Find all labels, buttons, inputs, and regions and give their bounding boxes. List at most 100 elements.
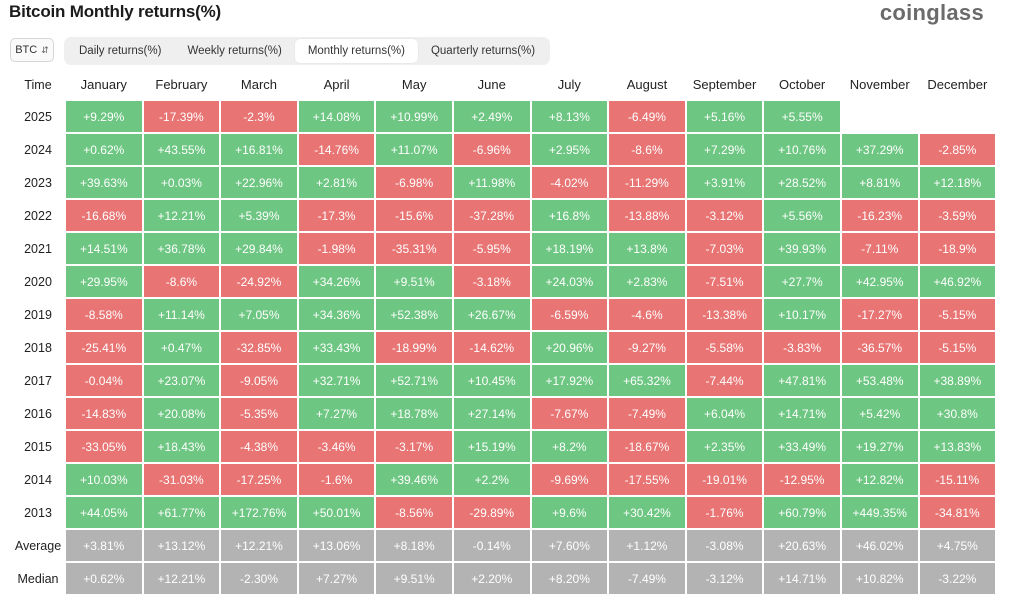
return-cell: -4.38% [221,431,297,462]
year-label: 2017 [12,365,64,396]
coin-select[interactable]: BTC ⇵ [10,38,54,62]
year-label: 2025 [12,101,64,132]
year-label: 2014 [12,464,64,495]
return-cell: +5.55% [764,101,840,132]
year-label: 2020 [12,266,64,297]
return-cell: +14.71% [764,398,840,429]
return-cell: +39.93% [764,233,840,264]
return-cell: -3.83% [764,332,840,363]
month-header: October [779,77,826,92]
return-cell: -33.05% [66,431,142,462]
return-cell: -7.44% [686,365,763,396]
stat-cell: -2.30% [221,563,297,594]
stat-cell: +14.71% [764,563,840,594]
month-header: September [692,77,757,92]
stat-cell: +1.12% [609,530,685,561]
return-cell: +17.92% [531,365,608,396]
return-cell: +19.27% [841,431,918,462]
return-cell: +18.43% [143,431,220,462]
return-cell: +2.35% [686,431,763,462]
return-cell: +11.14% [143,299,220,330]
return-cell: -17.39% [143,101,220,132]
empty-cell [919,101,996,132]
table-row: 2025 +9.29% -17.39% -2.3% +14.08% +10.99% +2.4… [12,101,996,132]
stat-cell: +10.82% [841,563,918,594]
return-cell: -7.11% [841,233,918,264]
table-row: 2015 -33.05% +18.43% -4.38% -3.46% -3.17% +15.… [12,431,996,462]
stat-cell: -7.49% [609,563,685,594]
stat-cell: +7.27% [298,563,375,594]
tab-daily-returns[interactable]: Daily returns(%) [79,45,162,57]
table-row: 2016 -14.83% +20.08% -5.35% +7.27% +18.78% +27… [12,398,996,429]
return-cell: -5.15% [919,332,996,363]
page-title: Bitcoin Monthly returns(%) [9,2,222,21]
year-label: 2015 [12,431,64,462]
returns-table: Time January February March April May Ju… [10,68,997,596]
month-header: June [477,77,506,92]
stat-cell: +9.51% [376,563,452,594]
coin-select-value: BTC [15,44,38,56]
return-cell: +28.52% [764,167,840,198]
return-cell: -5.58% [686,332,763,363]
tab-monthly-returns[interactable]: Monthly returns(%) [294,39,418,63]
table-row: 2022 -16.68% +12.21% +5.39% -17.3% -15.6% -37.… [12,200,996,231]
return-cell: +13.8% [609,233,685,264]
return-cell: +10.76% [764,134,840,165]
return-cell: -1.6% [298,464,375,495]
stat-cell: -3.12% [686,563,763,594]
tab-quarterly-returns[interactable]: Quarterly returns(%) [430,45,536,57]
return-cell: -7.03% [686,233,763,264]
year-label: 2019 [12,299,64,330]
return-cell: +9.6% [531,497,608,528]
return-cell: -18.67% [609,431,685,462]
return-cell: -0.04% [66,365,142,396]
return-cell: -18.99% [376,332,452,363]
month-header: July [557,77,581,92]
return-cell: -5.35% [221,398,297,429]
return-cell: +23.07% [143,365,220,396]
stat-cell: -3.22% [919,563,996,594]
stat-label: Average [12,530,64,561]
return-cell: +46.92% [919,266,996,297]
stat-cell: -3.08% [686,530,763,561]
year-label: 2013 [12,497,64,528]
chevron-updown-icon: ⇵ [41,44,49,55]
return-cell: -11.29% [609,167,685,198]
stat-cell: +12.21% [143,563,220,594]
return-cell: +2.2% [453,464,530,495]
return-cell: +5.56% [764,200,840,231]
return-cell: +0.62% [66,134,142,165]
return-cell: +2.81% [298,167,375,198]
return-cell: -15.11% [919,464,996,495]
return-cell: +33.43% [298,332,375,363]
return-cell: -36.57% [841,332,918,363]
return-cell: -7.51% [686,266,763,297]
return-cell: -3.46% [298,431,375,462]
return-cell: -34.81% [919,497,996,528]
stat-label: Median [12,563,64,594]
table-row: 2021 +14.51% +36.78% +29.84% -1.98% -35.31% -5… [12,233,996,264]
return-cell: -17.27% [841,299,918,330]
return-cell: +22.96% [221,167,297,198]
return-cell: -4.6% [609,299,685,330]
return-cell: +20.96% [531,332,608,363]
tab-weekly-returns[interactable]: Weekly returns(%) [187,45,282,57]
return-cell: +11.98% [453,167,530,198]
stat-cell: +4.75% [919,530,996,561]
return-cell: +18.78% [376,398,452,429]
stats-row: Average +3.81% +13.12% +12.21% +13.06% +8.18%… [12,530,996,561]
return-cell: +2.83% [609,266,685,297]
return-cell: +8.81% [841,167,918,198]
return-cell: -19.01% [686,464,763,495]
period-tabs: Daily returns(%) Weekly returns(%) Month… [64,37,551,65]
month-header: February [155,77,208,92]
empty-cell [841,101,918,132]
return-cell: +53.48% [841,365,918,396]
stat-cell: +46.02% [841,530,918,561]
return-cell: +38.89% [919,365,996,396]
return-cell: -5.15% [919,299,996,330]
table-row: 2013 +44.05% +61.77% +172.76% +50.01% -8.56% -… [12,497,996,528]
return-cell: -6.96% [453,134,530,165]
return-cell: +12.82% [841,464,918,495]
return-cell: -35.31% [376,233,452,264]
